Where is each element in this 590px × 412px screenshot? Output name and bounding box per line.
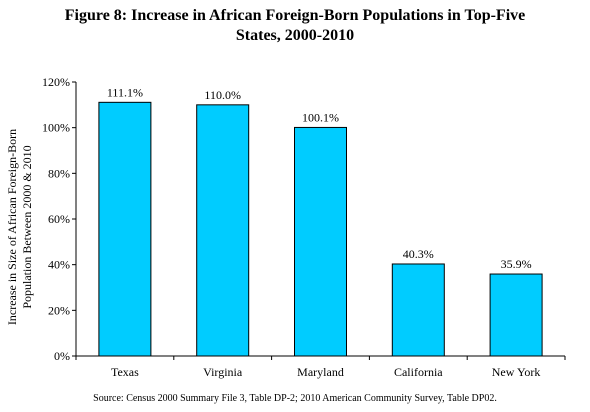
bar-california — [391, 263, 445, 357]
y-axis-label-line-2: Population Between 2000 & 2010 — [20, 145, 34, 308]
data-label: 110.0% — [204, 88, 241, 102]
y-tick-label: 120% — [42, 75, 70, 89]
data-label: 111.1% — [107, 85, 143, 99]
data-label: 40.3% — [403, 247, 434, 261]
bar-maryland — [294, 126, 347, 357]
data-label: 35.9% — [501, 257, 532, 271]
data-label: 100.1% — [302, 110, 339, 124]
y-axis-label-line-1: Increase in Size of African Foreign-Born — [5, 129, 19, 325]
chart-title-line-1: Figure 8: Increase in African Foreign-Bo… — [64, 7, 526, 24]
chart-bars — [98, 101, 543, 357]
chart-title: Figure 8: Increase in African Foreign-Bo… — [0, 6, 590, 46]
y-axis-label: Increase in Size of African Foreign-Born… — [5, 129, 34, 325]
chart-title-line-2: States, 2000-2010 — [235, 27, 355, 44]
x-tick-label: Virginia — [203, 365, 243, 379]
y-tick-label: 80% — [48, 166, 70, 180]
y-tick-label: 0% — [54, 349, 70, 363]
chart-data-labels: 111.1% 110.0% 100.1% 40.3% 35.9% — [107, 85, 532, 271]
bar-texas — [98, 101, 152, 357]
bar-virginia — [196, 104, 250, 357]
bar-new-york — [489, 273, 543, 357]
y-tick-label: 60% — [48, 212, 70, 226]
y-tick-label: 20% — [48, 303, 70, 317]
y-tick-label: 40% — [48, 258, 70, 272]
x-tick-label: New York — [492, 365, 541, 379]
y-tick-label: 100% — [42, 121, 70, 135]
x-tick-label: Texas — [111, 365, 139, 379]
x-tick-label: California — [394, 365, 443, 379]
source-note: Source: Census 2000 Summary File 3, Tabl… — [93, 393, 497, 404]
x-tick-label: Maryland — [297, 365, 344, 379]
chart-axes: 0% 20% 40% 60% 80% 100% 120% Texas Virginia Maryl… — [42, 75, 566, 379]
